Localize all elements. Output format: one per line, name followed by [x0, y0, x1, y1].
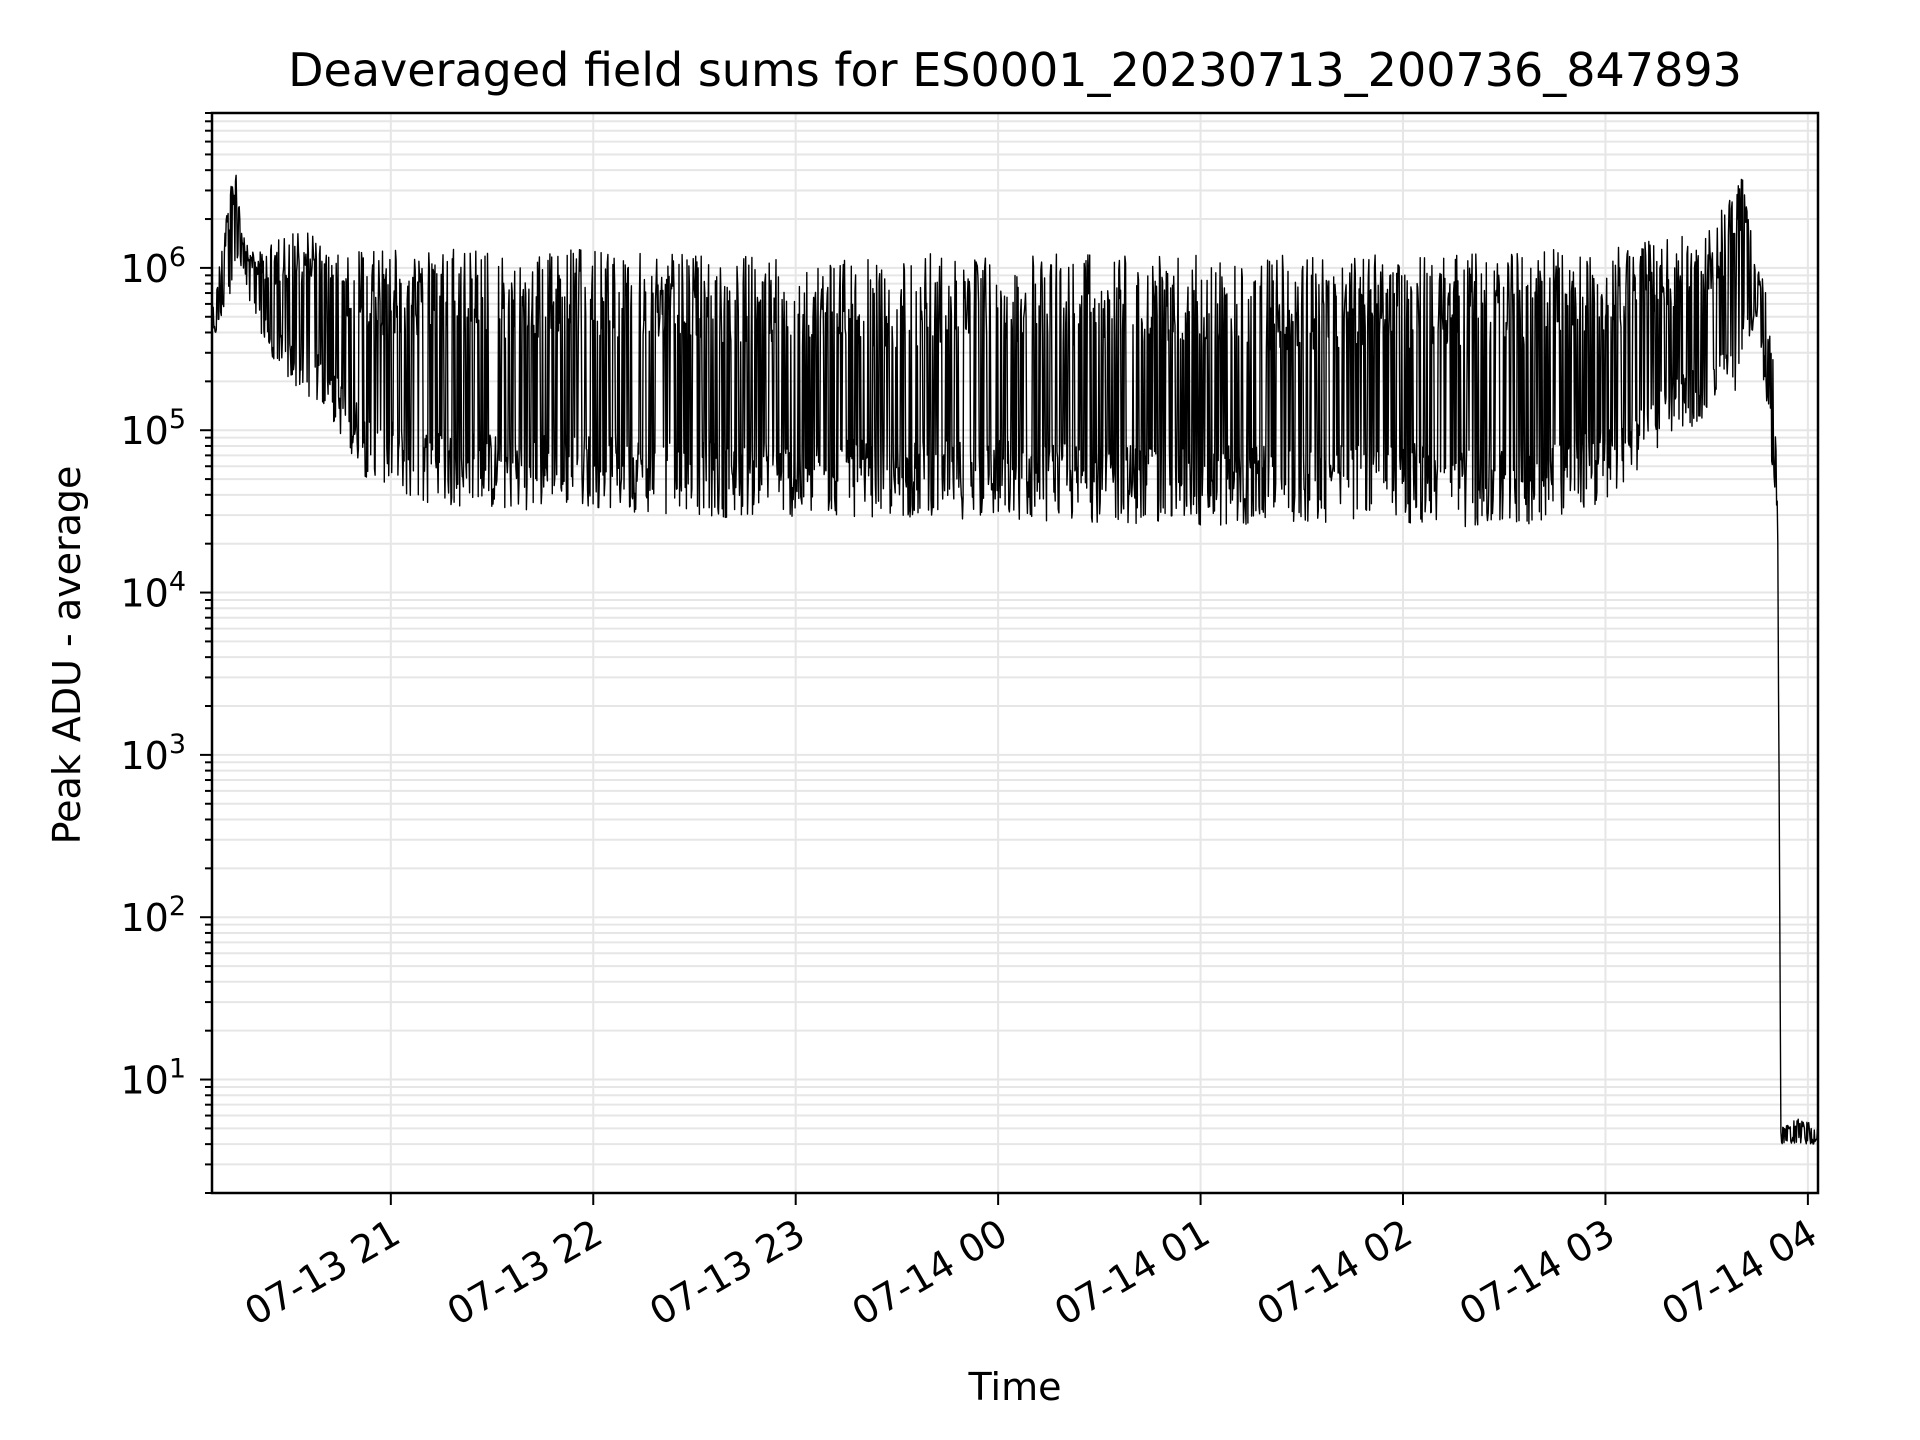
axis-ticks: 101 102 103 104 105 106 07-13 21 07-13 22 07-13 … [120, 112, 1824, 1335]
x-tick-label: 07-13 23 [642, 1211, 812, 1335]
x-tick-label: 07-14 03 [1452, 1211, 1622, 1335]
x-axis-label: Time [968, 1365, 1062, 1409]
x-tick-label: 07-13 22 [440, 1211, 610, 1335]
y-tick-label: 101 [120, 1054, 186, 1103]
x-tick-label: 07-14 02 [1250, 1211, 1420, 1335]
data-line [211, 174, 1819, 1145]
y-tick-label: 102 [120, 891, 186, 940]
series-line [211, 174, 1819, 1145]
y-tick-label: 104 [120, 567, 186, 616]
chart-title: Deaveraged field sums for ES0001_2023071… [288, 43, 1742, 97]
x-tick-label: 07-14 04 [1654, 1211, 1824, 1335]
y-tick-label: 105 [120, 404, 186, 453]
x-tick-label: 07-14 00 [845, 1211, 1015, 1335]
y-tick-label: 106 [120, 242, 186, 291]
x-tick-label: 07-13 21 [237, 1211, 407, 1335]
x-tick-label: 07-14 01 [1047, 1211, 1217, 1335]
plot-frame [210, 111, 1820, 1195]
y-axis-label: Peak ADU - average [45, 466, 89, 845]
y-tick-label: 103 [120, 729, 186, 778]
